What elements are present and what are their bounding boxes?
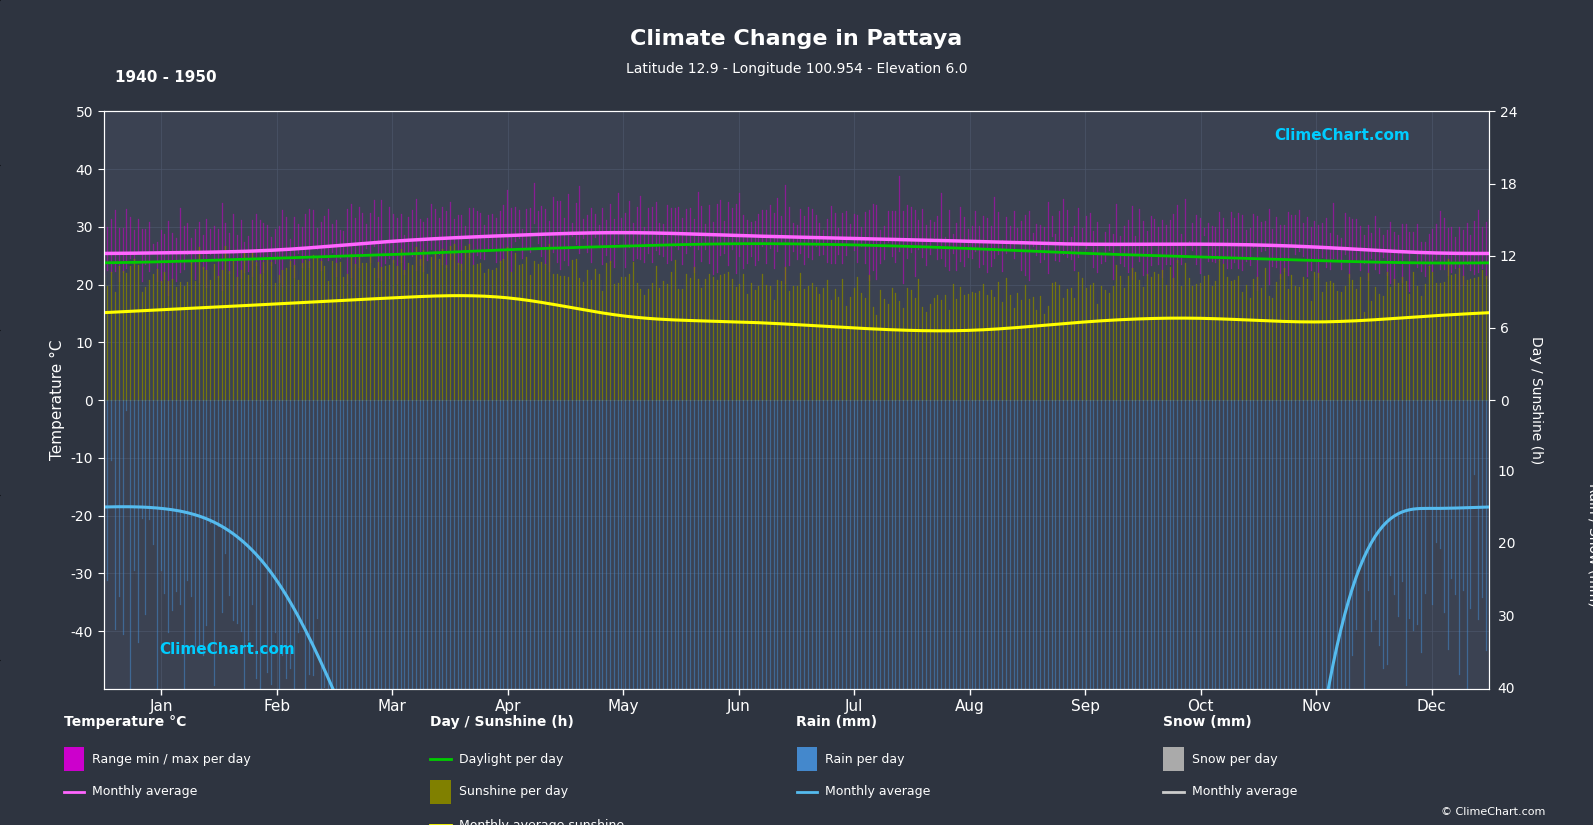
Text: Temperature °C: Temperature °C (64, 715, 186, 728)
Text: Rain per day: Rain per day (825, 752, 905, 766)
Text: Range min / max per day: Range min / max per day (92, 752, 252, 766)
Text: Snow per day: Snow per day (1192, 752, 1278, 766)
Text: © ClimeChart.com: © ClimeChart.com (1440, 807, 1545, 817)
Text: Snow (mm): Snow (mm) (1163, 715, 1252, 728)
Text: Monthly average: Monthly average (1192, 785, 1297, 799)
Text: ClimeChart.com: ClimeChart.com (159, 642, 295, 658)
Bar (430, 780, 451, 804)
Text: 20: 20 (1497, 538, 1515, 551)
Y-axis label: Temperature °C: Temperature °C (49, 340, 65, 460)
Text: Rain / Snow (mm): Rain / Snow (mm) (1587, 483, 1593, 606)
Text: Climate Change in Pattaya: Climate Change in Pattaya (631, 29, 962, 49)
Bar (796, 747, 817, 771)
Text: Monthly average sunshine: Monthly average sunshine (459, 818, 624, 825)
Text: Rain (mm): Rain (mm) (796, 715, 878, 728)
Text: Sunshine per day: Sunshine per day (459, 785, 569, 799)
Text: 40: 40 (1497, 682, 1515, 695)
Text: 30: 30 (1497, 610, 1515, 624)
Text: Monthly average: Monthly average (92, 785, 198, 799)
Text: 10: 10 (1497, 465, 1515, 479)
Text: Daylight per day: Daylight per day (459, 752, 564, 766)
Text: ClimeChart.com: ClimeChart.com (1274, 128, 1410, 144)
Y-axis label: Day / Sunshine (h): Day / Sunshine (h) (1529, 336, 1542, 464)
Text: Latitude 12.9 - Longitude 100.954 - Elevation 6.0: Latitude 12.9 - Longitude 100.954 - Elev… (626, 62, 967, 76)
Bar (1163, 747, 1184, 771)
Text: Monthly average: Monthly average (825, 785, 930, 799)
Text: 1940 - 1950: 1940 - 1950 (115, 70, 217, 85)
Bar (64, 747, 84, 771)
Text: Day / Sunshine (h): Day / Sunshine (h) (430, 715, 573, 728)
